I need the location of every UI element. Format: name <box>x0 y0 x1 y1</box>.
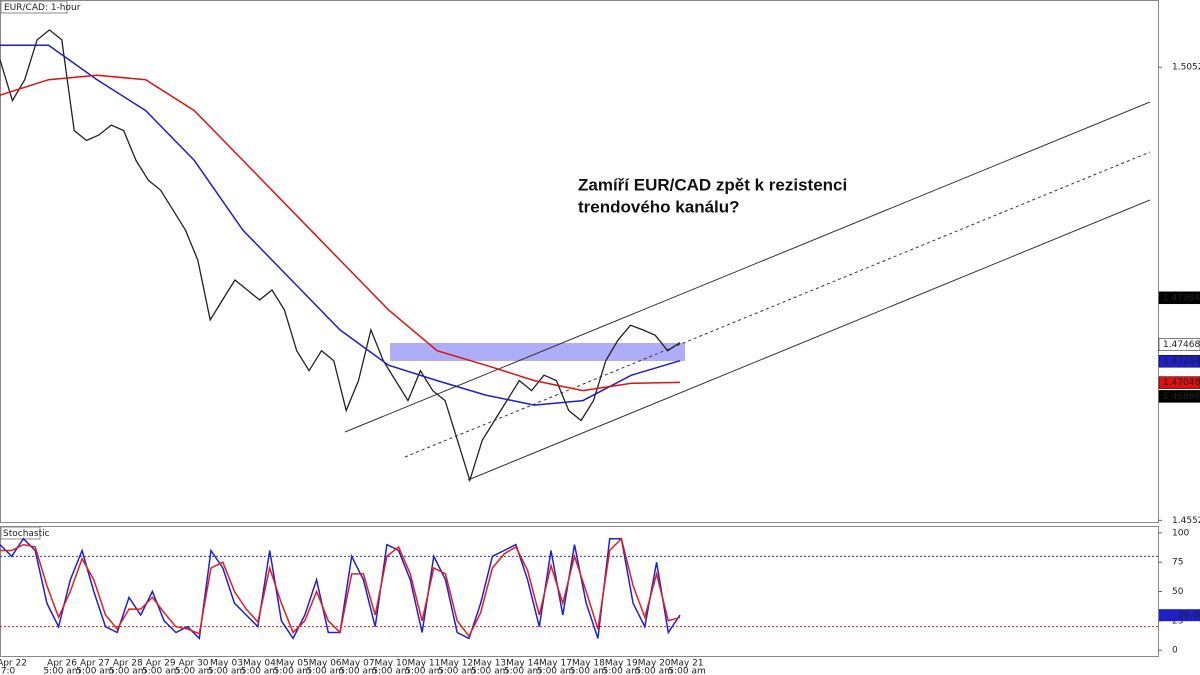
x-tick-label: May 21 <box>671 659 704 669</box>
x-sub-label: 5:00 am <box>142 667 179 675</box>
price-label-text: 1.47048 <box>1163 378 1200 388</box>
x-sub-label: 5:00 am <box>274 667 311 675</box>
series-line <box>0 29 681 483</box>
x-sub-label: 5:00 am <box>504 667 541 675</box>
channel-lower <box>467 199 1151 481</box>
x-tick-label: May 03 <box>210 659 243 669</box>
annotation: Zamíří EUR/CAD zpět k rezistenci <box>578 175 847 194</box>
x-sub-label: 5:00 am <box>208 667 245 675</box>
price-label <box>1158 376 1200 389</box>
x-sub-label: 5:00 am <box>76 667 113 675</box>
price-label <box>1158 291 1200 305</box>
stoch-title-box <box>0 526 41 540</box>
current-value <box>1159 609 1200 622</box>
price-label <box>1158 354 1200 368</box>
annotation: trendového kanálu? <box>578 197 740 216</box>
x-sub-label: 5:00 am <box>43 667 80 675</box>
resistance-zone <box>390 343 685 361</box>
y-tick-label: 1.50528 <box>1172 63 1200 73</box>
x-sub-label: 5:00 am <box>109 667 146 675</box>
x-tick-label: May 13 <box>473 659 506 669</box>
x-sub-label: 5:00 am <box>307 667 344 675</box>
y-tick-label: 100 <box>1172 528 1189 538</box>
y-tick-label: 1.45528 <box>1172 516 1200 526</box>
x-tick-label: Apr 22 <box>0 659 27 669</box>
x-sub-label: 5:00 am <box>339 667 376 675</box>
y-tick-label: 0 <box>1172 646 1178 656</box>
price-label-text: 1.47468 <box>1163 340 1200 350</box>
price-label-text: 1.47284 <box>1163 357 1200 367</box>
x-sub-label: 7:0 <box>1 667 16 675</box>
x-tick-label: Apr 28 <box>113 659 143 669</box>
x-tick-label: May 04 <box>243 659 276 669</box>
y-tick-label: 25 <box>1172 616 1183 626</box>
y-tick-label: 75 <box>1172 558 1183 568</box>
x-sub-label: 5:00 am <box>372 667 409 675</box>
x-sub-label: 5:00 am <box>668 667 705 675</box>
price-label <box>1158 390 1200 403</box>
x-tick-label: Apr 26 <box>47 659 77 669</box>
price-panel <box>0 0 1159 523</box>
chart-title: EUR/CAD: 1-hour <box>4 3 81 13</box>
x-tick-label: May 19 <box>605 659 638 669</box>
x-sub-label: 5:00 am <box>241 667 278 675</box>
x-tick-label: Apr 30 <box>179 659 209 669</box>
series-line <box>0 44 681 406</box>
price-label-text: 1.47984 <box>1163 293 1200 303</box>
x-sub-label: 5:00 am <box>570 667 607 675</box>
x-sub-label: 5:00 am <box>438 667 475 675</box>
x-sub-label: 5:00 am <box>537 667 574 675</box>
x-tick-label: May 11 <box>407 659 440 669</box>
price-label-text: 1.46896 <box>1163 392 1200 402</box>
x-tick-label: May 18 <box>572 659 605 669</box>
stoch-title: Stochastic <box>3 529 50 539</box>
current-value-text: 29.80 <box>1178 611 1200 621</box>
x-sub-label: 5:00 am <box>471 667 508 675</box>
x-sub-label: 5:00 am <box>636 667 673 675</box>
x-tick-label: May 20 <box>638 659 671 669</box>
x-tick-label: May 05 <box>276 659 309 669</box>
price-label <box>1158 338 1200 351</box>
x-tick-label: May 17 <box>539 659 572 669</box>
x-sub-label: 5:00 am <box>175 667 212 675</box>
x-tick-label: Apr 29 <box>146 659 176 669</box>
x-sub-label: 5:00 am <box>405 667 442 675</box>
channel-upper <box>344 101 1151 433</box>
x-tick-label: May 06 <box>309 659 342 669</box>
series-line <box>0 537 681 638</box>
x-tick-label: May 14 <box>506 659 539 669</box>
x-tick-label: May 10 <box>375 659 408 669</box>
y-tick-label: 50 <box>1172 587 1184 597</box>
x-tick-label: Apr 27 <box>80 659 110 669</box>
series-line <box>0 74 681 392</box>
x-sub-label: 5:00 am <box>603 667 640 675</box>
channel-mid <box>404 151 1151 458</box>
x-tick-label: May 12 <box>440 659 473 669</box>
title-box <box>0 0 68 14</box>
x-tick-label: May 07 <box>342 659 375 669</box>
